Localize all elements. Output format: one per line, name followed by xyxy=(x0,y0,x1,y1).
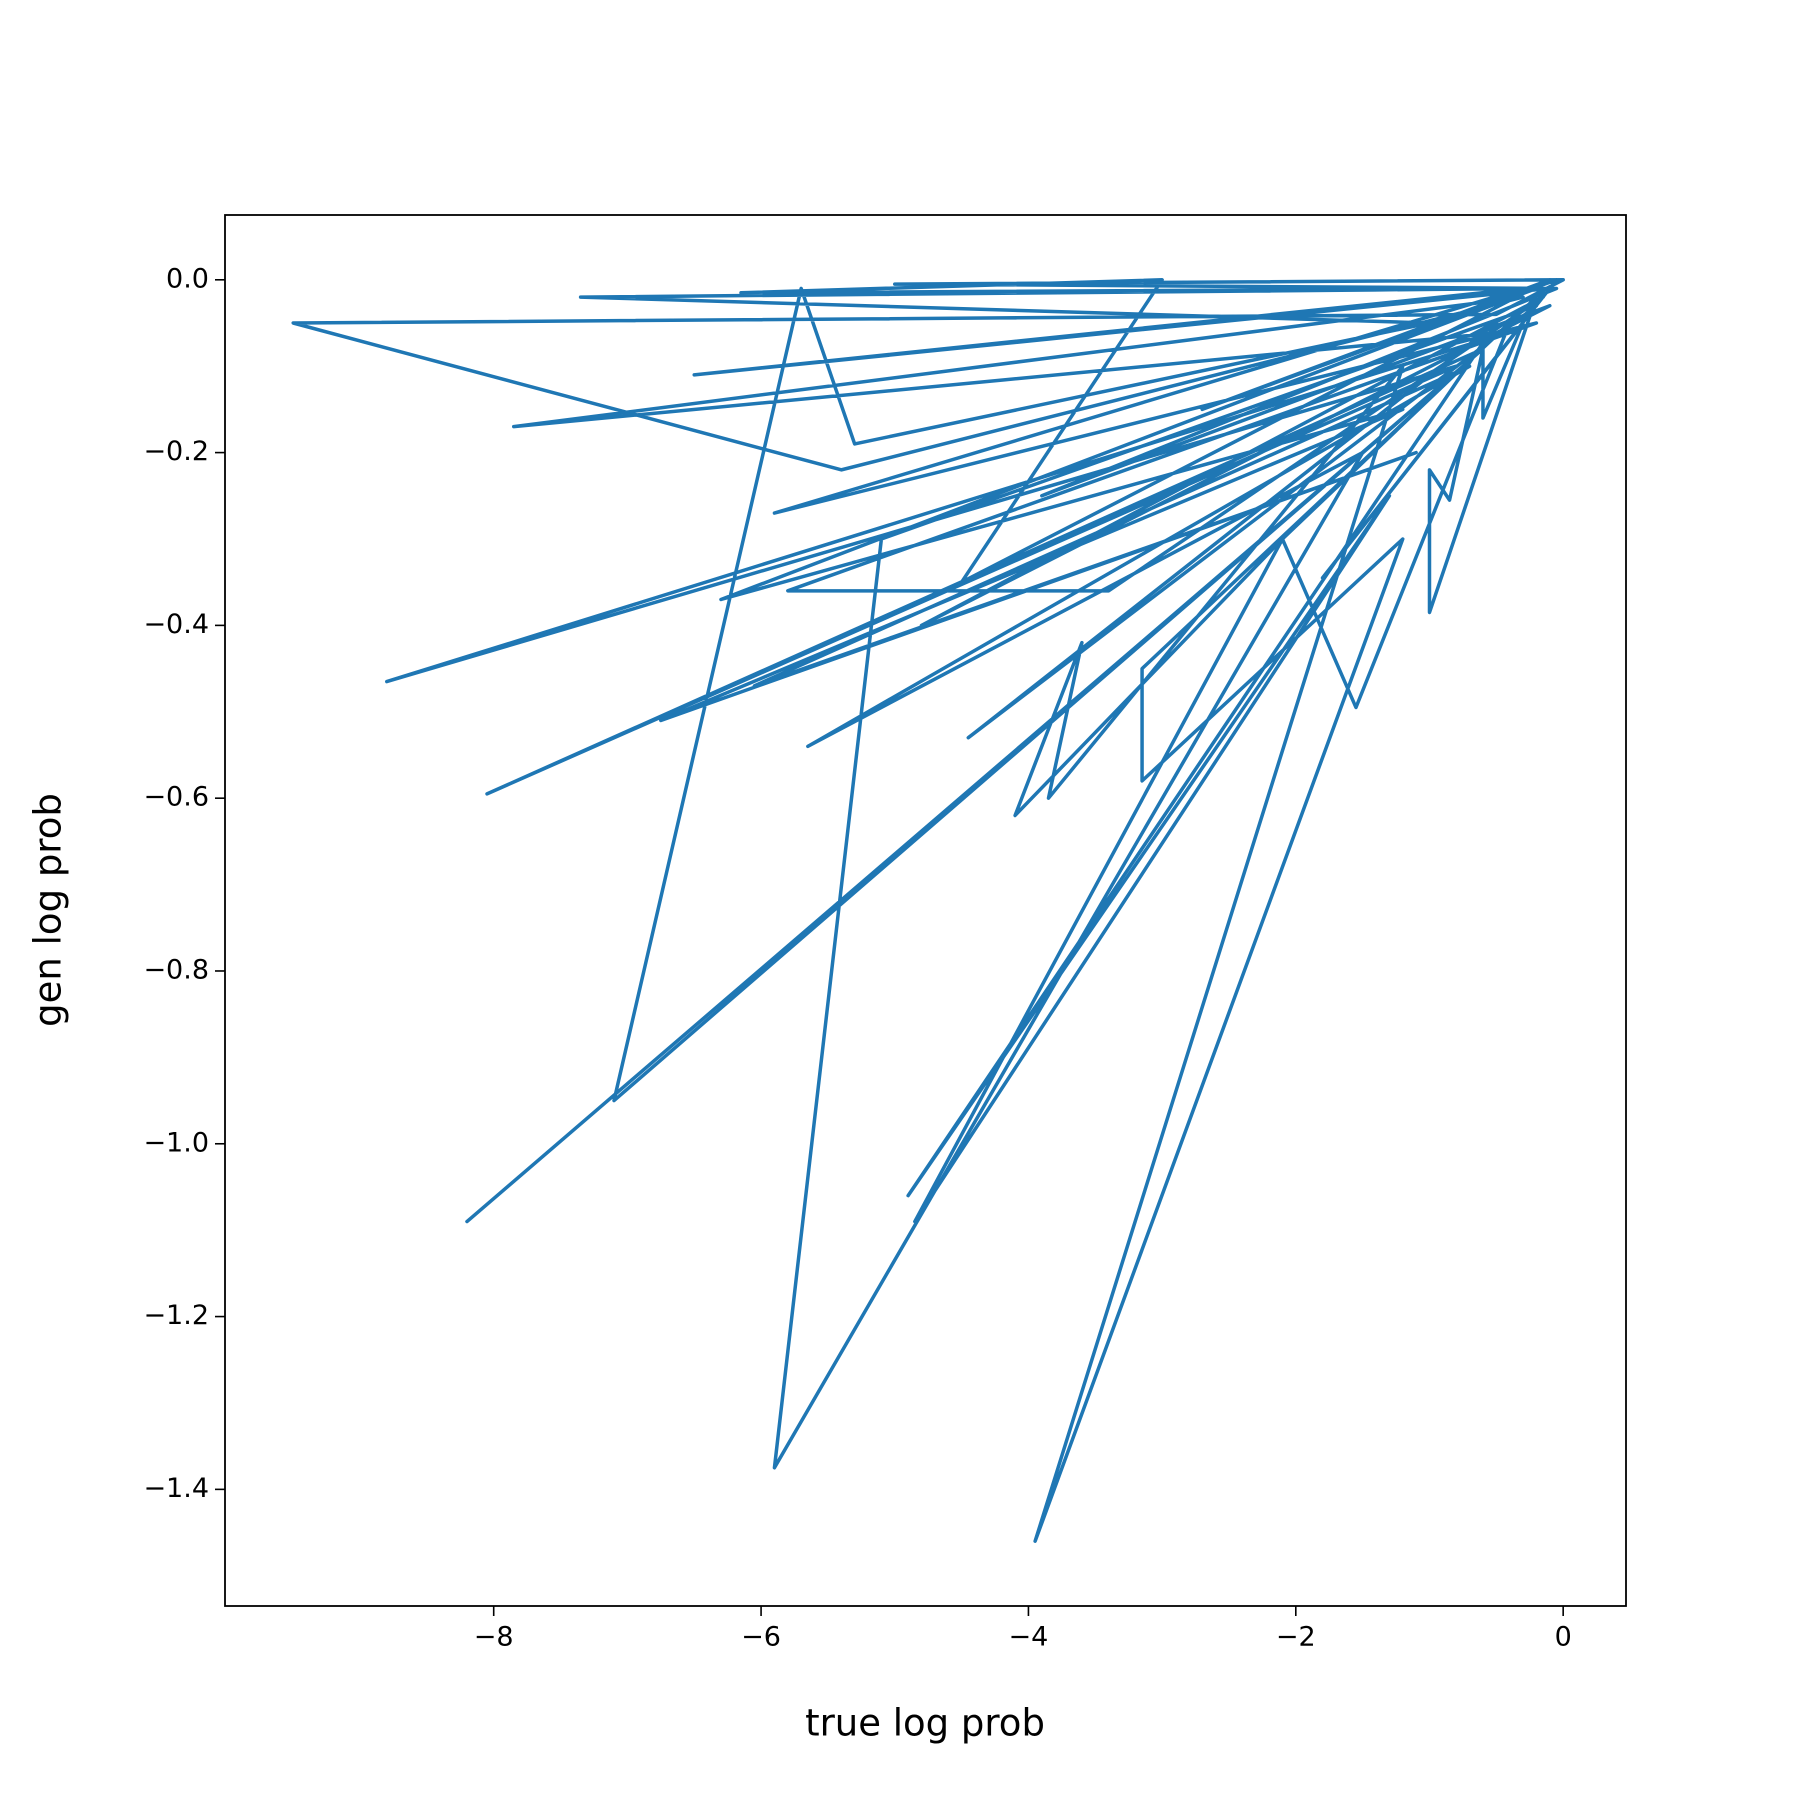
x-tick-label: −6 xyxy=(741,1622,781,1653)
y-axis-label: gen log prob xyxy=(27,793,70,1027)
y-tick-label: −1.2 xyxy=(143,1300,209,1331)
y-tick-label: −0.2 xyxy=(143,436,209,467)
data-line xyxy=(291,278,1565,1543)
y-tick-label: −0.4 xyxy=(143,609,209,640)
x-tick-label: −8 xyxy=(474,1622,514,1653)
y-tick-label: −0.6 xyxy=(143,782,209,813)
x-tick-label: −4 xyxy=(1009,1622,1049,1653)
y-tick-label: 0.0 xyxy=(166,263,209,294)
x-axis-label: true log prob xyxy=(805,1702,1045,1745)
y-tick-label: −1.0 xyxy=(143,1127,209,1158)
x-tick-label: −2 xyxy=(1276,1622,1316,1653)
plot-frame xyxy=(224,214,1627,1607)
x-tick-label: 0 xyxy=(1555,1622,1572,1653)
y-tick-label: −1.4 xyxy=(143,1473,209,1504)
y-tick-label: −0.8 xyxy=(143,954,209,985)
